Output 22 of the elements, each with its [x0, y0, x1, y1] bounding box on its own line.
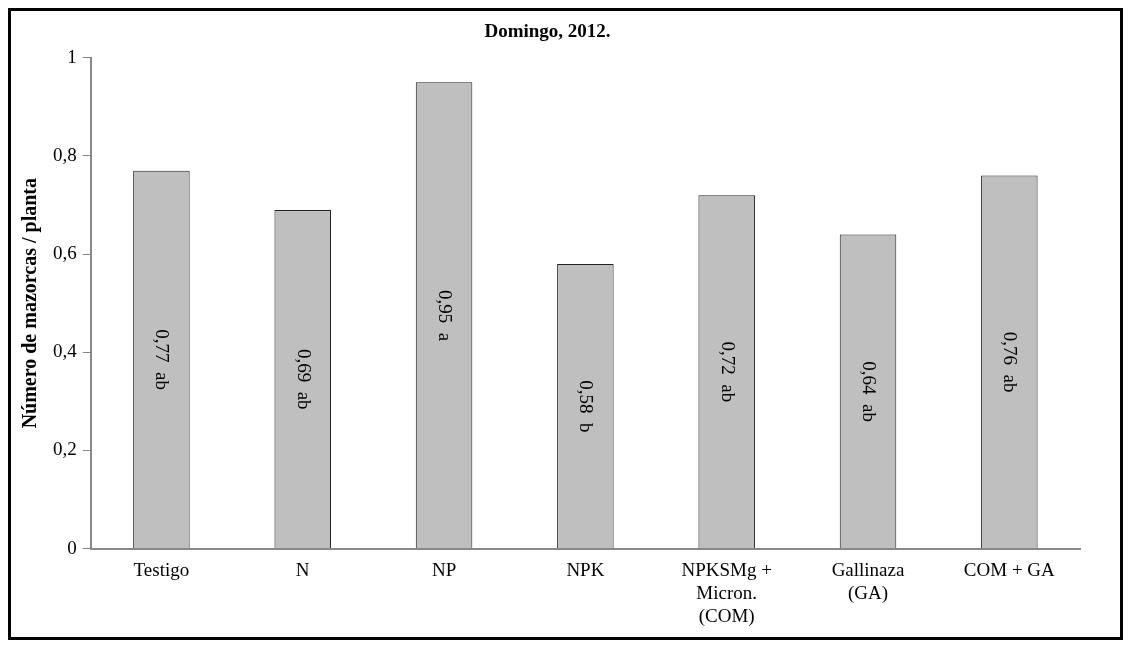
x-tick-label: NPKSMg + Micron. (COM): [681, 558, 772, 627]
y-tick-label: 0,4: [53, 340, 78, 362]
data-label: 0,69 ab: [293, 348, 315, 410]
y-axis-title: Número de mazorcas / planta: [18, 178, 42, 429]
data-label: 0,77 ab: [152, 329, 174, 390]
y-tick-label: 1: [67, 45, 77, 67]
data-label: 0,72 ab: [717, 341, 739, 403]
x-tick-label: Testigo: [133, 558, 190, 580]
y-tick-label: 0,8: [53, 143, 77, 165]
y-tick-label: 0,2: [53, 438, 77, 460]
x-tick-label: COM + GA: [963, 558, 1056, 580]
data-label: 0,58 b: [576, 380, 598, 433]
data-label: 0,76 ab: [1000, 331, 1022, 393]
x-tick-label: Gallinaza (GA): [831, 558, 905, 604]
data-label: 0,64 ab: [859, 361, 881, 422]
data-label: 0,95 a: [435, 289, 457, 342]
chart-title: Domingo, 2012.: [484, 20, 611, 42]
x-tick-label: NP: [431, 558, 457, 580]
x-tick-label: NPK: [566, 558, 605, 580]
x-tick-label: N: [295, 558, 310, 580]
y-tick-label: 0: [67, 536, 77, 558]
y-tick-label: 0,6: [53, 242, 77, 264]
